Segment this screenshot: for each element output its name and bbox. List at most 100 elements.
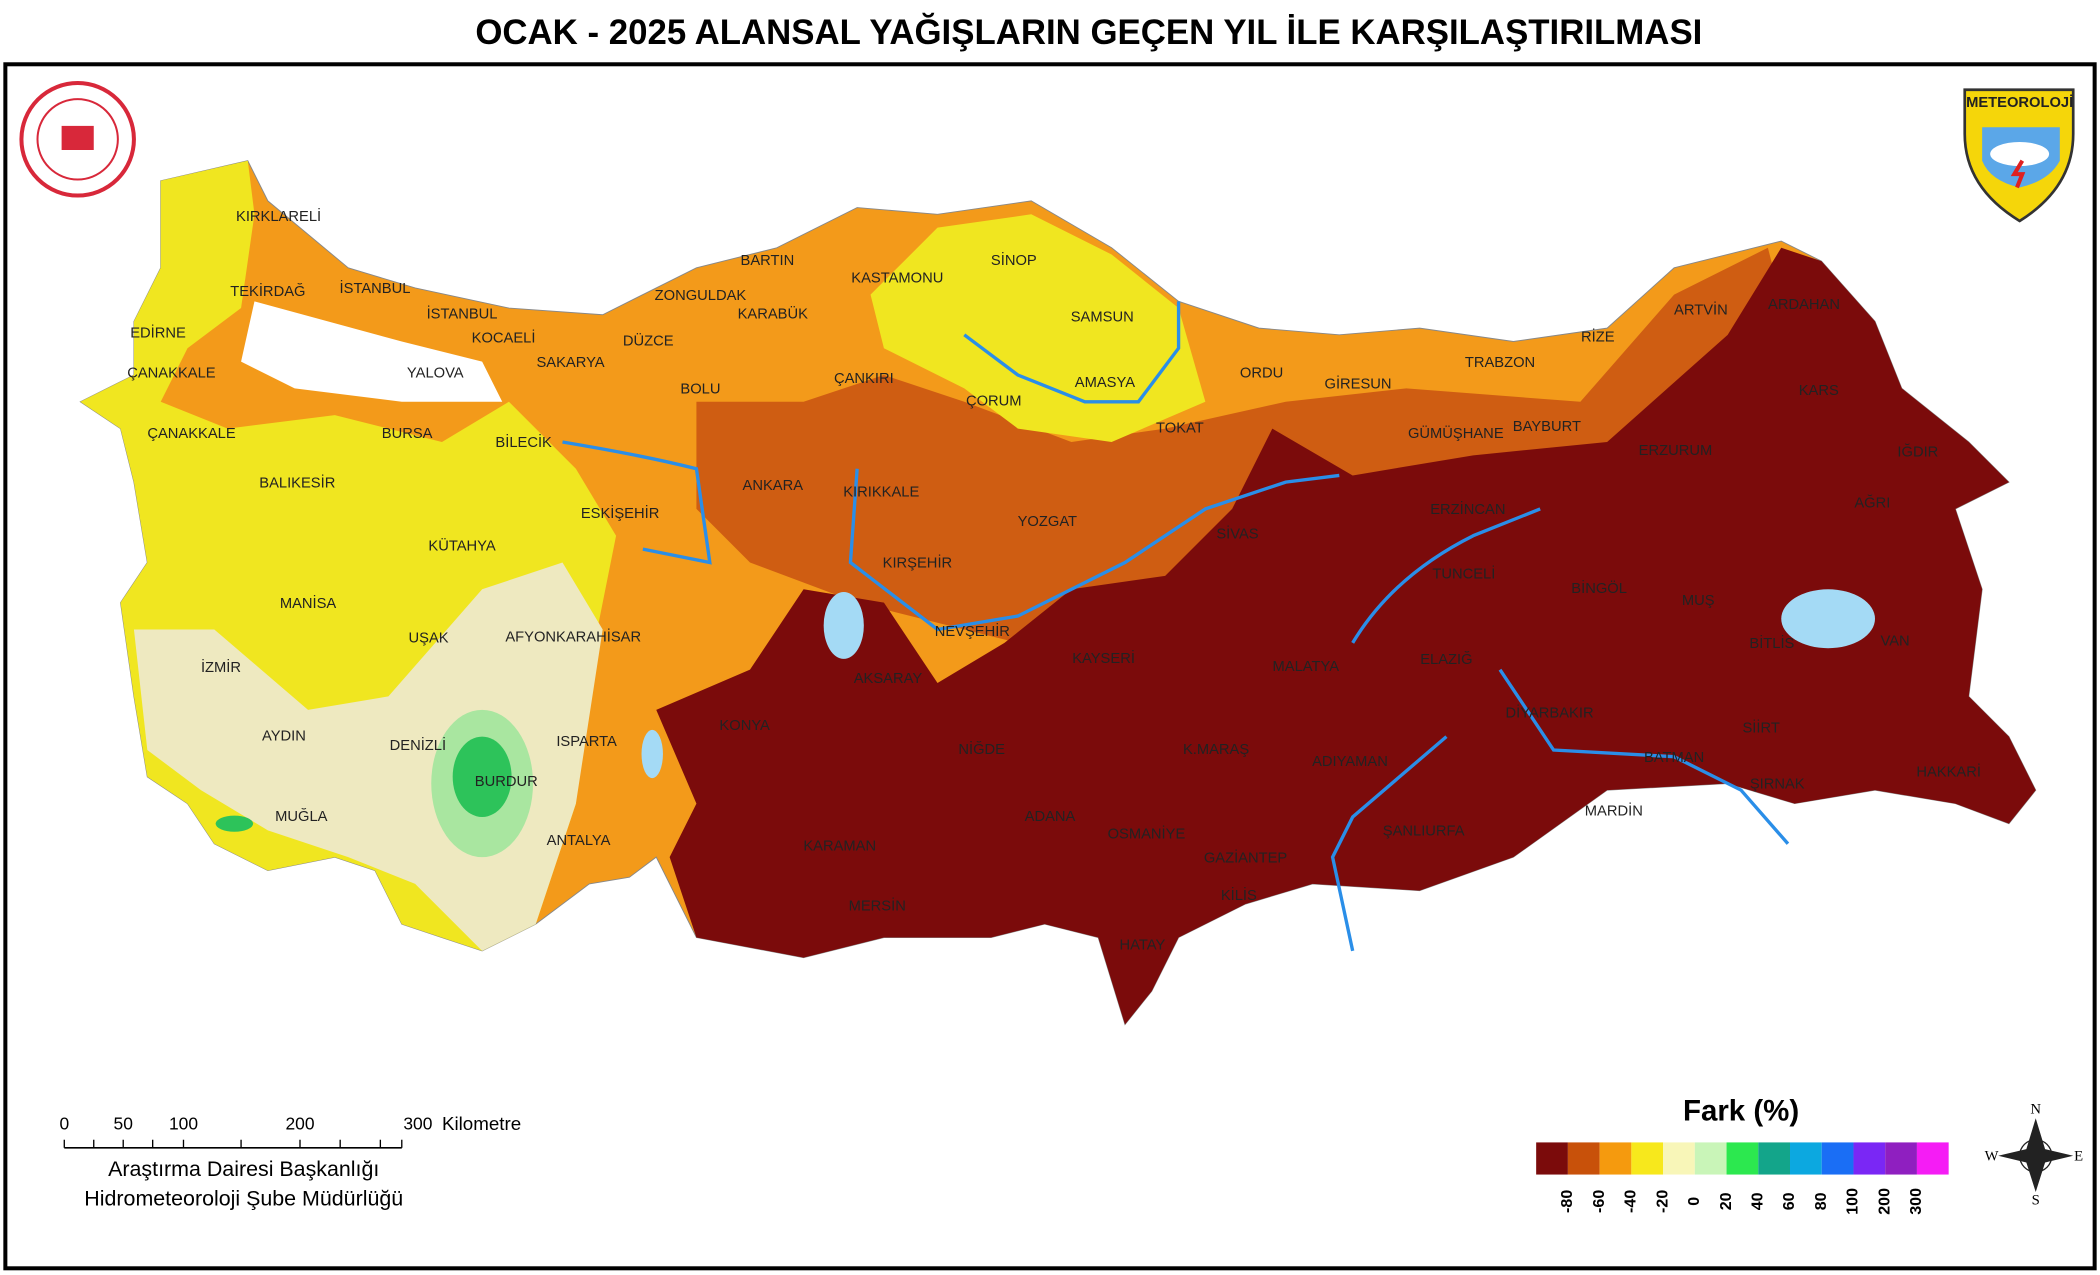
province-label: UŞAK [409,631,449,647]
province-label: ARDAHAN [1768,297,1840,313]
province-label: KARABÜK [738,305,809,323]
province-label: KARAMAN [803,838,876,854]
province-label: SİNOP [991,251,1037,269]
legend-tick-label: -40 [1622,1190,1640,1213]
province-label: NEVŞEHİR [935,622,1010,640]
credit-line: Hidrometeoroloji Şube Müdürlüğü [84,1187,403,1211]
legend: -80 -60 -40 -20 0 20 40 60 80 100 200 300 [1536,1142,1949,1215]
province-label: BALIKESİR [259,473,335,491]
legend-tick-label: 300 [1907,1188,1925,1215]
province-label: YOZGAT [1018,514,1077,530]
legend-swatch [1916,1142,1949,1175]
province-label: ORDU [1240,366,1283,382]
province-label: MUŞ [1682,593,1715,609]
compass-s: S [2032,1193,2040,1209]
province-label: MARDİN [1585,801,1643,819]
province-label: ERZURUM [1639,443,1713,459]
province-label: VAN [1881,633,1910,649]
legend-swatch [1599,1142,1632,1175]
province-label: MALATYA [1273,659,1340,675]
legend-tick-label: -20 [1653,1190,1671,1213]
province-label: ARTVİN [1674,301,1728,319]
province-label: NİĞDE [958,740,1005,758]
legend-tick-label: 200 [1875,1188,1893,1215]
legend-tick-label: 100 [1844,1188,1862,1215]
scale-bar: 0 50 100 200 300 Kilometre [59,1113,521,1149]
meteoroloji-logo: METEOROLOJİ [1963,88,2075,223]
legend-swatch [1821,1142,1854,1175]
province-labels: KIRKLARELİ TEKİRDAĞ İSTANBUL EDİRNE ÇANAKKAL… [127,207,1981,954]
legend-swatch [1536,1142,1568,1175]
province-label: ADANA [1025,809,1076,825]
legend-tick-label: -60 [1590,1190,1608,1213]
province-label: AĞRI [1854,494,1890,511]
legend-swatch [1726,1142,1759,1175]
legend-title: Fark (%) [1683,1095,1799,1128]
province-label: TUNCELİ [1432,564,1495,582]
province-label: ANKARA [743,478,804,494]
compass-n: N [2030,1102,2041,1118]
province-label: KIRKLARELİ [236,207,321,225]
title: OCAK - 2025 ALANSAL YAĞIŞLARIN GEÇEN YIL… [475,12,1702,52]
province-label: SİİRT [1742,718,1779,736]
province-label: BURDUR [475,774,538,790]
province-label: ÇANKIRI [834,371,894,387]
legend-tick-label: -80 [1558,1190,1576,1213]
province-label: KONYA [719,718,770,734]
province-label: EDİRNE [130,323,186,341]
province-label: HAKKARİ [1916,763,1981,781]
legend-tick-label: 80 [1812,1192,1830,1210]
scale-unit: Kilometre [442,1113,521,1134]
province-label: RİZE [1581,327,1615,345]
legend-swatch [1567,1142,1600,1175]
logo-text: METEOROLOJİ [1966,94,2073,111]
legend-tick-label: 60 [1780,1192,1798,1210]
province-label: AYDIN [262,728,306,744]
province-label: BATMAN [1644,750,1704,766]
legend-swatch [1631,1142,1664,1175]
province-label: KIRIKKALE [843,485,919,501]
province-label: BARTIN [741,253,795,269]
legend-tick-label: 40 [1749,1192,1767,1210]
province-label: BİLECİK [495,433,552,451]
province-label: KARS [1799,383,1839,399]
province-label: ÇORUM [966,394,1022,410]
province-label: SAKARYA [536,355,604,371]
frame [3,62,2097,1271]
province-label: K.MARAŞ [1183,742,1249,758]
scale-label: 50 [114,1114,133,1134]
province-label: ANTALYA [547,833,611,849]
compass-e: E [2074,1149,2083,1165]
legend-swatch [1758,1142,1791,1175]
province-label: HATAY [1120,937,1166,953]
province-label: İZMİR [201,658,241,676]
legend-swatch [1885,1142,1917,1175]
province-label: ÇANAKKALE [147,426,236,442]
ministry-logo [19,81,136,198]
province-label: KIRŞEHİR [883,554,953,572]
legend-tick-label: 0 [1685,1197,1703,1206]
legend-swatch [1694,1142,1727,1175]
province-label: SAMSUN [1071,309,1134,325]
province-label: BOLU [680,382,720,398]
province-label: KAYSERİ [1072,649,1135,667]
province-label: BURSA [382,426,433,442]
legend-swatch [1790,1142,1822,1175]
province-label: TEKİRDAĞ [230,282,305,300]
scale-label: 300 [403,1114,432,1134]
compass-w: W [1985,1149,1999,1165]
legend-swatch [1663,1142,1695,1175]
legend-tick-label: 20 [1717,1192,1735,1210]
province-label: BİTLİS [1749,634,1794,652]
province-label: KOCAELİ [472,329,536,347]
province-label: OSMANİYE [1108,824,1186,842]
province-label: ISPARTA [556,734,617,750]
province-label: GAZİANTEP [1204,848,1288,866]
province-label: İSTANBUL [340,279,411,297]
province-label: MANİSA [280,594,337,612]
province-label: AKSARAY [854,671,923,687]
scale-label: 200 [285,1114,314,1134]
province-label: ESKİŞEHİR [581,504,660,522]
province-label: DENİZLİ [390,736,446,754]
